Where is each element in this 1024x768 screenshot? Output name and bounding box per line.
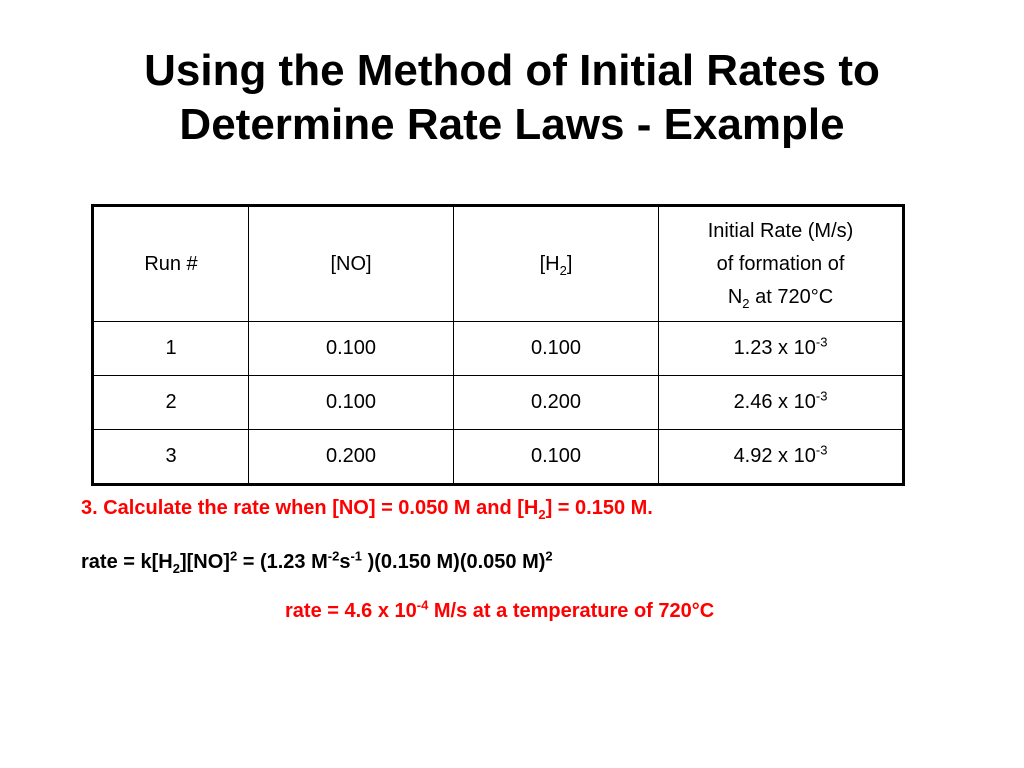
cell-run: 2 [92,375,249,430]
table-row: 3 0.200 0.100 4.92 x 10-3 [92,429,904,485]
initial-rates-table: Run # [NO] [H2] Initial Rate (M/s) of for… [91,204,905,486]
header-run: Run # [92,205,249,322]
cell-run: 1 [92,321,249,376]
table-row: 1 0.100 0.100 1.23 x 10-3 [92,321,904,376]
cell-run: 3 [92,429,249,485]
header-initial-rate: Initial Rate (M/s) of formation of N2 at 7… [658,205,904,322]
header-h2: [H2] [453,205,659,322]
title-line-1: Using the Method of Initial Rates to [144,46,880,95]
table-header-row: Run # [NO] [H2] Initial Rate (M/s) of for… [92,205,904,322]
cell-h2: 0.100 [453,429,659,485]
cell-rate: 1.23 x 10-3 [658,321,904,376]
cell-no: 0.200 [248,429,454,485]
rate-equation: rate = k[H2][NO]2 = (1.23 M-2s-1 )(0.150… [81,548,553,576]
page-title: Using the Method of Initial Rates to Det… [0,44,1024,152]
title-line-2: Determine Rate Laws - Example [179,100,845,149]
cell-rate: 2.46 x 10-3 [658,375,904,430]
cell-h2: 0.100 [453,321,659,376]
cell-h2: 0.200 [453,375,659,430]
header-no: [NO] [248,205,454,322]
question-text: 3. Calculate the rate when [NO] = 0.050 … [81,497,653,522]
table-row: 2 0.100 0.200 2.46 x 10-3 [92,375,904,430]
cell-no: 0.100 [248,375,454,430]
answer-text: rate = 4.6 x 10-4 M/s at a temperature o… [285,597,715,622]
cell-rate: 4.92 x 10-3 [658,429,904,485]
cell-no: 0.100 [248,321,454,376]
